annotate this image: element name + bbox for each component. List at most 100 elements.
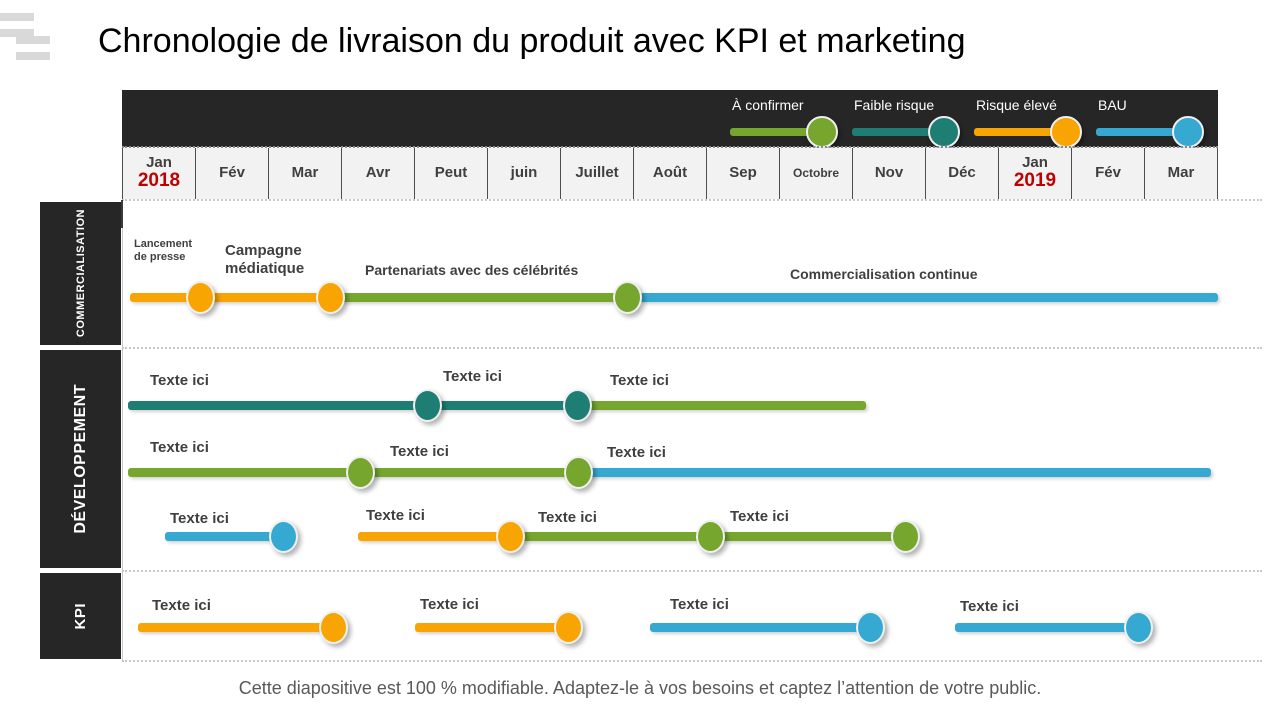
timeline-bar[interactable] [128, 401, 427, 410]
timeline-label[interactable]: Lancement de presse [134, 238, 193, 264]
timeline-bar[interactable] [358, 532, 510, 541]
month-cell[interactable]: juin [488, 148, 561, 199]
timeline-label[interactable]: Texte ici [150, 439, 209, 456]
timeline-label[interactable]: Texte ici [170, 510, 229, 527]
separator-line [122, 199, 1262, 201]
timeline-label[interactable]: Partenariats avec des célébrités [365, 262, 579, 278]
legend-bar [1096, 128, 1178, 136]
section-block[interactable]: COMMERCIALISATION [40, 202, 121, 345]
milestone-dot[interactable] [319, 611, 348, 644]
timeline-bar[interactable] [640, 293, 1218, 302]
legend-item[interactable]: BAU [1096, 97, 1204, 148]
month-cell[interactable]: Jan 2019 [999, 148, 1072, 199]
timeline-label[interactable]: Commercialisation continue [790, 266, 978, 282]
legend-panel: À confirmer Faible risque Risque élevé BAU [122, 90, 1218, 148]
month-cell[interactable]: Octobre [780, 148, 853, 199]
legend-bar [852, 128, 934, 136]
month-cell[interactable]: Fév [1072, 148, 1145, 199]
month-cell[interactable]: Jan 2018 [123, 148, 196, 199]
timeline-bar[interactable] [710, 532, 905, 541]
month-name: Déc [948, 164, 976, 182]
legend: À confirmer Faible risque Risque élevé BAU [730, 97, 1204, 148]
timeline-bar[interactable] [360, 468, 578, 477]
timeline-bar[interactable] [138, 623, 333, 632]
legend-label: Risque élevé [976, 97, 1057, 113]
timeline-label[interactable]: Texte ici [420, 596, 479, 613]
month-cell[interactable]: Nov [853, 148, 926, 199]
timeline-bar[interactable] [415, 623, 568, 632]
timeline-label[interactable]: Texte ici [670, 596, 729, 613]
separator-line [122, 347, 1262, 349]
timeline-bar[interactable] [128, 468, 360, 477]
milestone-dot[interactable] [891, 520, 920, 553]
timeline-bar[interactable] [130, 293, 200, 302]
month-name: Octobre [792, 165, 839, 180]
milestone-dot[interactable] [696, 520, 725, 553]
section-label: KPI [72, 602, 89, 630]
timeline-label[interactable]: Texte ici [607, 444, 666, 461]
month-cell[interactable]: Avr [342, 148, 415, 199]
legend-item[interactable]: Faible risque [852, 97, 960, 148]
section-block[interactable]: DÉVELOPPEMENT [40, 350, 121, 568]
milestone-dot[interactable] [413, 389, 442, 422]
slide-title[interactable]: Chronologie de livraison du produit avec… [98, 22, 966, 60]
chart-left-tick [121, 200, 123, 228]
timeline-bar[interactable] [165, 532, 283, 541]
timeline-bar[interactable] [650, 623, 870, 632]
section-label: COMMERCIALISATION [74, 209, 87, 338]
month-name: Peut [434, 164, 468, 182]
legend-bar [974, 128, 1056, 136]
month-cell[interactable]: Fév [196, 148, 269, 199]
milestone-dot[interactable] [496, 520, 525, 553]
section-label: DÉVELOPPEMENT [71, 384, 89, 534]
timeline-label[interactable]: Campagne médiatique [225, 242, 305, 277]
timeline-label[interactable]: Texte ici [150, 372, 209, 389]
month-header-row: Jan 2018 Fév Mar Avr Peut juin Juillet Août Sep Oc… [122, 148, 1218, 199]
timeline-label[interactable]: Texte ici [538, 509, 597, 526]
legend-bar [730, 128, 812, 136]
month-cell[interactable]: Déc [926, 148, 999, 199]
year-label: 2019 [1013, 170, 1057, 192]
timeline-label[interactable]: Texte ici [730, 508, 789, 525]
milestone-dot[interactable] [269, 520, 298, 553]
month-cell[interactable]: Peut [415, 148, 488, 199]
milestone-dot[interactable] [316, 281, 345, 314]
section-block[interactable]: KPI [40, 573, 121, 659]
timeline-bar[interactable] [577, 401, 866, 410]
month-name: Juillet [575, 164, 619, 182]
month-cell[interactable]: Août [634, 148, 707, 199]
timeline-bar[interactable] [955, 623, 1138, 632]
legend-label: Faible risque [854, 97, 935, 113]
timeline-bar[interactable] [427, 401, 577, 410]
milestone-dot[interactable] [1124, 611, 1153, 644]
month-cell[interactable]: Sep [707, 148, 780, 199]
legend-item[interactable]: Risque élevé [974, 97, 1082, 148]
timeline-bar[interactable] [578, 468, 1211, 477]
milestone-dot[interactable] [346, 456, 375, 489]
timeline-bar[interactable] [510, 532, 710, 541]
timeline-label[interactable]: Texte ici [960, 598, 1019, 615]
month-cell[interactable]: Juillet [561, 148, 634, 199]
timeline-label[interactable]: Texte ici [152, 597, 211, 614]
month-cell[interactable]: Mar [269, 148, 342, 199]
month-name: Fév [1095, 164, 1121, 182]
milestone-dot[interactable] [856, 611, 885, 644]
milestone-dot[interactable] [563, 389, 592, 422]
milestone-dot[interactable] [564, 456, 593, 489]
chart-left-border [122, 199, 123, 660]
milestone-dot[interactable] [186, 281, 215, 314]
timeline-label[interactable]: Texte ici [610, 372, 669, 389]
timeline-label[interactable]: Texte ici [366, 507, 425, 524]
legend-item[interactable]: À confirmer [730, 97, 838, 148]
month-cell[interactable]: Mar [1145, 148, 1217, 199]
separator-line [122, 660, 1262, 662]
timeline-label[interactable]: Texte ici [390, 443, 449, 460]
timeline-bar[interactable] [200, 293, 330, 302]
milestone-dot[interactable] [613, 281, 642, 314]
timeline-label[interactable]: Texte ici [443, 368, 502, 385]
timeline-bar[interactable] [336, 293, 627, 302]
legend-dot [1172, 116, 1204, 148]
month-name: Mar [1167, 164, 1195, 182]
milestone-dot[interactable] [554, 611, 583, 644]
